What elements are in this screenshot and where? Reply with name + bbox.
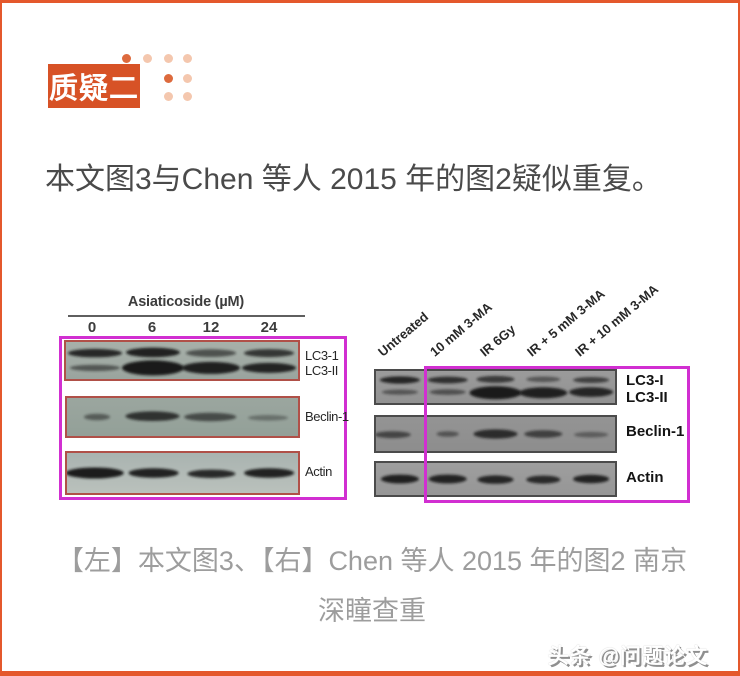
right-lane-label: IR 6Gy [477, 321, 519, 360]
left-row-label: Actin [305, 464, 332, 479]
right-lane-label: IR + 10 mM 3-MA [572, 281, 662, 360]
decor-dot [183, 74, 192, 83]
decor-dot [143, 54, 152, 63]
decor-dot [183, 92, 192, 101]
left-figure-bracket-line [68, 315, 305, 317]
caption-line-1: 【左】本文图3、【右】Chen 等人 2015 年的图2 南京 [56, 546, 688, 576]
right-blot-panel-actin [374, 461, 617, 497]
decor-dot [164, 92, 173, 101]
right-duplication-highlight-box [424, 366, 690, 503]
decor-dot [183, 54, 192, 63]
left-blot-panel-beclin1 [65, 396, 300, 438]
section-badge: 质疑二 [48, 64, 140, 108]
left-blot-panel-lc3 [64, 340, 300, 381]
caption-line-2: 深瞳查重 [318, 596, 426, 626]
right-row-label: LC3-II [626, 389, 668, 406]
left-row-label: LC3-II [305, 363, 339, 378]
right-blot-panel-beclin1 [374, 415, 617, 453]
decor-dot [164, 54, 173, 63]
left-lane-label: 12 [202, 319, 220, 336]
right-lane-label: Untreated [375, 308, 432, 360]
left-duplication-highlight-box [59, 336, 347, 500]
right-row-label: LC3-I [626, 372, 664, 389]
left-row-label: Beclin-1 [305, 409, 349, 424]
left-lane-label: 24 [260, 319, 278, 336]
right-blot-panel-lc3 [374, 369, 617, 405]
left-figure-title: Asiaticoside (µM) [127, 294, 245, 310]
right-row-label: Actin [626, 469, 664, 486]
toutiao-watermark: 头条 @问题论文 [547, 645, 708, 668]
left-lane-label: 0 [87, 319, 97, 336]
decor-dot [164, 74, 173, 83]
decor-dot [122, 54, 131, 63]
right-row-label: Beclin-1 [626, 423, 685, 440]
left-blot-panel-actin [65, 451, 300, 495]
left-lane-label: 6 [147, 319, 157, 336]
left-row-label: LC3-1 [305, 348, 339, 363]
heading-text: 本文图3与Chen 等人 2015 年的图2疑似重复。 [45, 163, 662, 196]
section-badge-label: 质疑二 [48, 73, 139, 105]
